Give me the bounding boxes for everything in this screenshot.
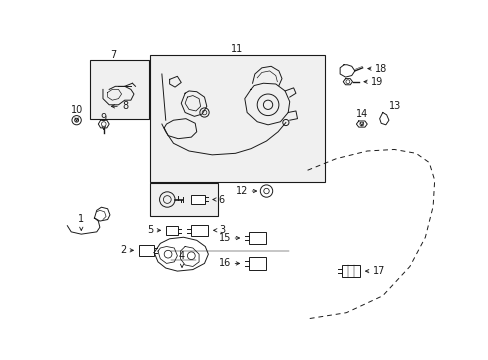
Bar — [90, 60, 149, 119]
Text: 19: 19 — [370, 77, 383, 87]
Text: 6: 6 — [218, 194, 224, 204]
Bar — [248, 232, 265, 244]
Bar — [150, 183, 218, 216]
Text: 8: 8 — [122, 101, 128, 111]
Text: 7: 7 — [110, 50, 116, 60]
Text: 13: 13 — [388, 101, 400, 111]
Text: 18: 18 — [374, 64, 386, 73]
Bar — [191, 225, 208, 236]
Text: 9: 9 — [101, 113, 106, 123]
Bar — [138, 245, 154, 256]
Text: 12: 12 — [235, 186, 247, 196]
Bar — [190, 195, 204, 204]
Text: 1: 1 — [78, 214, 84, 224]
Text: 5: 5 — [147, 225, 153, 235]
Text: 17: 17 — [372, 266, 384, 276]
Text: 16: 16 — [218, 258, 230, 269]
Text: 2: 2 — [120, 245, 126, 255]
Bar — [248, 257, 265, 270]
Bar — [165, 226, 178, 235]
Text: 15: 15 — [218, 233, 230, 243]
Text: 11: 11 — [231, 44, 243, 54]
Bar — [341, 265, 360, 277]
Text: 4: 4 — [179, 251, 185, 261]
Bar — [150, 55, 324, 182]
Text: 14: 14 — [355, 109, 367, 120]
Text: 10: 10 — [70, 105, 82, 115]
Text: 3: 3 — [219, 225, 225, 235]
